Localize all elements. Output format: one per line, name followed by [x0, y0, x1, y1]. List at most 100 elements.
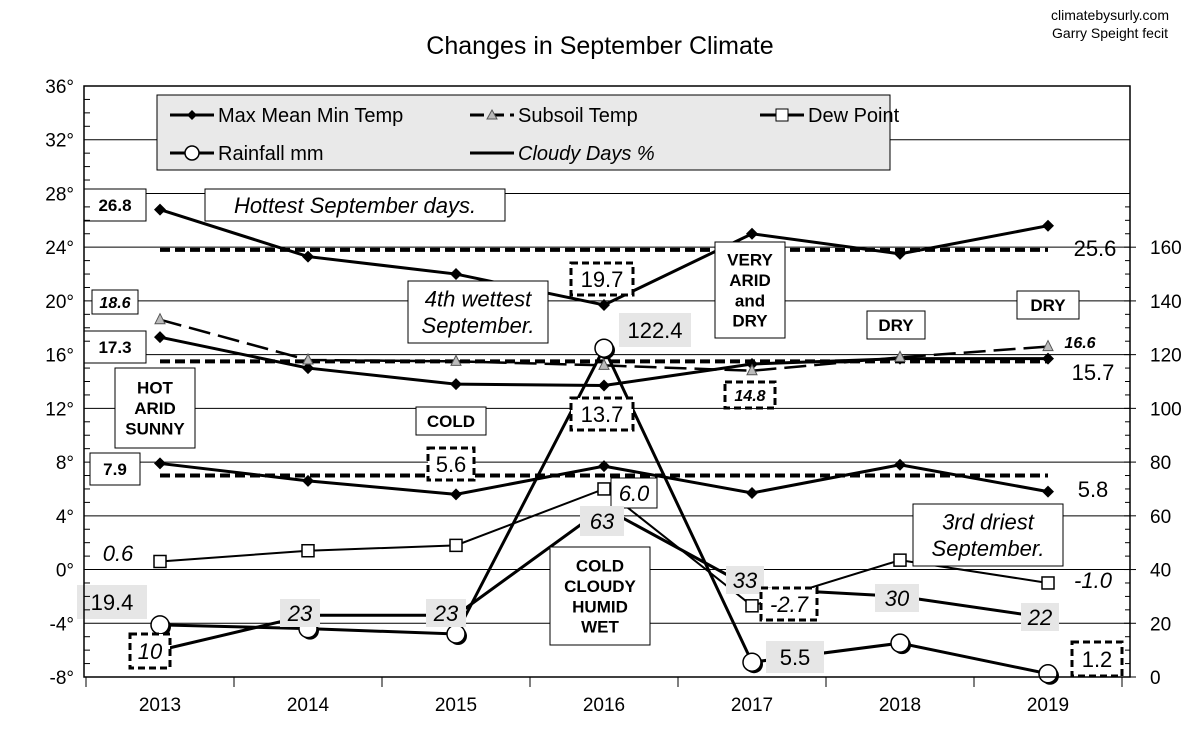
max-mean-min-temp-mean-marker: [1042, 352, 1054, 365]
annotation-text: 5.6: [436, 452, 467, 477]
annotation-text: 5.5: [780, 645, 811, 670]
rainfall-marker: [150, 615, 170, 635]
annotation-label: 18.6: [91, 289, 139, 315]
annotation-text: 1.2: [1082, 647, 1113, 672]
rainfall-marker: [594, 338, 614, 358]
x-tick-label: 2016: [583, 695, 625, 716]
max-mean-min-temp-min-marker: [302, 474, 314, 487]
legend-circle-icon: [184, 145, 200, 161]
annotation-label: 23: [280, 599, 320, 627]
subsoil-temp-marker: [894, 350, 906, 362]
dew-point-marker: [449, 538, 463, 553]
left-tick-label: 36°: [45, 77, 74, 98]
annotation-label: 22: [1021, 603, 1059, 631]
annotation-box: [866, 310, 926, 340]
annotation-box: [1021, 603, 1059, 631]
max-mean-min-temp-min-marker: [154, 457, 166, 470]
annotation-label: 3rd driest September.: [912, 503, 1064, 567]
legend-entry: Cloudy Days %: [518, 143, 655, 165]
legend-square-icon: [775, 108, 789, 122]
annotation-label: 23: [426, 599, 466, 627]
annotation-box: [280, 599, 320, 627]
legend-entry: Subsoil Temp: [518, 105, 638, 127]
legend-box: [156, 94, 891, 171]
annotation-text: 26.8: [98, 196, 131, 215]
annotation-text: DRY: [878, 316, 914, 335]
left-tick-label: -4°: [50, 614, 75, 635]
right-tick-label: 120: [1150, 346, 1182, 367]
annotation-text: 18.6: [99, 295, 130, 312]
annotation-box: [619, 313, 691, 347]
right-tick-label: 0: [1150, 668, 1161, 689]
annotation-label: -2.7: [759, 586, 819, 622]
x-tick-label: 2014: [287, 695, 330, 716]
left-tick-label: 4°: [56, 507, 74, 528]
max-mean-min-temp-max-marker: [894, 247, 906, 260]
annotation-box: [610, 477, 658, 509]
subsoil-temp-marker: [450, 354, 462, 366]
annotation-text: 5.8: [1078, 477, 1109, 502]
annotation-label: 16.6: [1064, 335, 1095, 352]
max-mean-min-temp-max-marker: [598, 298, 610, 311]
max-mean-min-temp-max-marker: [154, 203, 166, 216]
dew-point-marker: [893, 553, 907, 567]
annotation-box: [726, 566, 764, 594]
annotation-box: [114, 367, 196, 449]
annotation-text: 15.7: [1072, 360, 1115, 385]
annotation-text: 3rd driest September.: [932, 510, 1045, 561]
annotation-label: DRY: [1016, 290, 1080, 320]
annotation-box: [912, 503, 1064, 567]
annotation-text: 7.9: [103, 460, 127, 479]
annotation-text: 6.0: [619, 481, 650, 506]
annotation-text: COLD: [427, 412, 475, 431]
annotation-label: 13.7: [569, 396, 635, 432]
annotation-label: 5.5: [766, 641, 824, 673]
annotation-label: 33: [726, 566, 764, 594]
annotation-text: 22: [1027, 605, 1052, 630]
rainfall-marker: [1038, 664, 1058, 684]
dew-point-marker: [153, 554, 167, 569]
annotation-box: [83, 188, 147, 222]
annotation-text: 23: [287, 601, 313, 626]
subsoil-temp-marker: [302, 352, 314, 365]
rainfall-marker: [890, 633, 910, 653]
annotation-text: 0.6: [103, 541, 134, 566]
dew-point-marker: [1041, 576, 1055, 590]
max-mean-min-temp-max-marker: [302, 250, 314, 263]
left-tick-label: 28°: [45, 184, 74, 205]
max-mean-min-temp-mean-marker: [154, 331, 166, 344]
annotation-label: 5.6: [426, 446, 476, 482]
right-tick-label: 40: [1150, 561, 1171, 582]
annotation-box: [407, 280, 549, 344]
annotation-box: [128, 632, 172, 670]
subsoil-temp-marker: [154, 312, 166, 325]
annotation-label: 15.7: [1072, 360, 1115, 385]
credit-site: climatebysurly.com: [1051, 7, 1169, 23]
annotation-box: [580, 506, 624, 536]
max-mean-min-temp-mean-marker: [598, 379, 610, 392]
max-mean-min-temp-min-marker: [598, 460, 610, 473]
left-tick-label: -8°: [50, 668, 75, 689]
annotation-text: 122.4: [627, 318, 682, 343]
x-tick-label: 2013: [139, 695, 181, 716]
x-tick-label: 2017: [731, 695, 773, 716]
annotation-box: [723, 380, 777, 410]
dew-point-marker: [745, 599, 759, 613]
annotation-label: 7.9: [89, 452, 141, 486]
dew-point-marker: [301, 543, 315, 558]
annotation-text: 23: [433, 601, 459, 626]
left-tick-label: 24°: [45, 238, 74, 259]
annotation-box: [1016, 290, 1080, 320]
x-tick-label: 2018: [879, 695, 921, 716]
annotation-box: [569, 261, 635, 297]
annotation-text: 63: [590, 509, 615, 534]
annotation-text: 25.6: [1074, 236, 1117, 261]
max-mean-min-temp-min-marker: [894, 458, 906, 471]
legend-triangle-icon: [486, 108, 498, 120]
annotation-text: 10: [138, 639, 163, 664]
annotation-label: 5.8: [1078, 477, 1109, 502]
annotation-label: 1.2: [1070, 640, 1124, 678]
annotation-label: COLD: [415, 406, 487, 436]
annotation-label: 19.4: [77, 585, 147, 619]
